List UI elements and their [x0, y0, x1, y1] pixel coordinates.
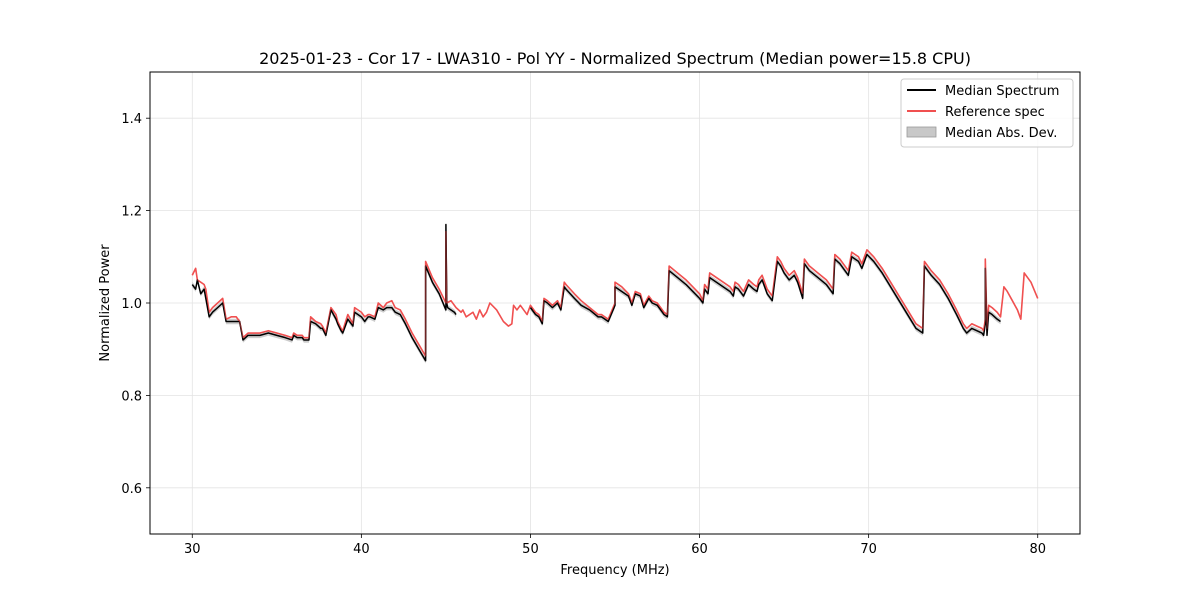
median-spectrum-line — [191, 223, 457, 362]
x-axis: 30 40 50 60 70 80 — [184, 534, 1046, 557]
legend-reference-label: Reference spec — [945, 105, 1045, 120]
x-axis-label: Frequency (MHz) — [560, 563, 669, 578]
x-tick-label: 40 — [353, 542, 370, 557]
y-tick-label: 0.6 — [121, 482, 142, 497]
x-tick-label: 30 — [184, 542, 201, 557]
legend-median-label: Median Spectrum — [945, 84, 1059, 99]
y-axis: 0.6 0.8 1.0 1.2 1.4 — [121, 112, 150, 497]
y-tick-label: 1.2 — [121, 205, 142, 220]
x-tick-label: 60 — [691, 542, 708, 557]
legend-box — [900, 78, 1074, 148]
legend-mad-swatch — [906, 126, 937, 138]
legend-mad-label: Median Abs. Dev. — [945, 126, 1057, 141]
y-axis-label: Normalized Power — [98, 244, 113, 362]
y-tick-label: 1.4 — [121, 112, 142, 127]
reference-overlay-line — [191, 230, 1039, 357]
y-tick-label: 1.0 — [121, 297, 142, 312]
median-series-layer — [191, 223, 1039, 362]
x-tick-label: 50 — [522, 542, 539, 557]
x-tick-label: 80 — [1029, 542, 1046, 557]
y-tick-label: 0.8 — [121, 389, 142, 404]
legend: Median Spectrum Reference spec Median Ab… — [900, 78, 1074, 148]
chart-title: 2025-01-23 - Cor 17 - LWA310 - Pol YY - … — [259, 49, 971, 68]
x-tick-label: 70 — [860, 542, 877, 557]
median-spectrum-line — [529, 253, 1001, 337]
